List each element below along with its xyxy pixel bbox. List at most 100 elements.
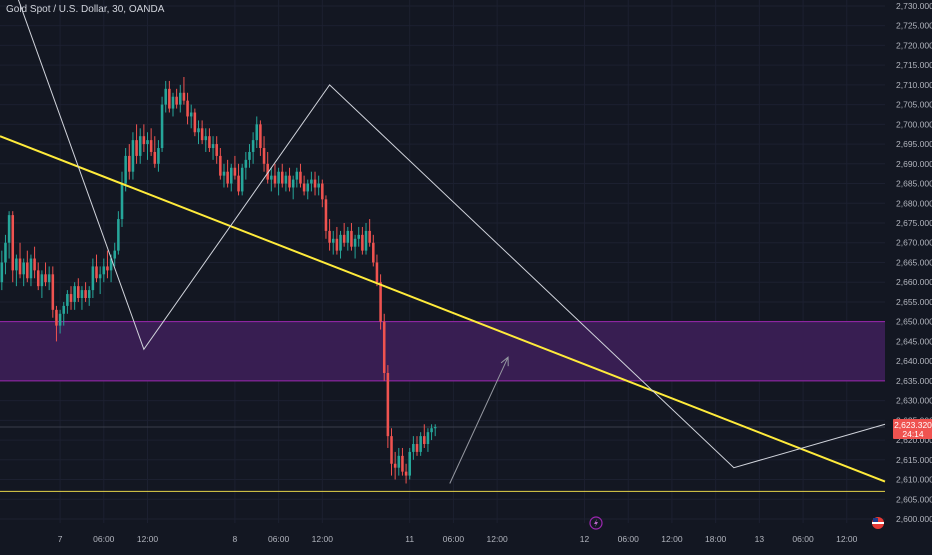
- candle-body: [335, 238, 339, 251]
- candle: [397, 447, 401, 476]
- candle-body: [189, 112, 193, 117]
- candle-body: [33, 258, 36, 271]
- candle: [142, 124, 146, 152]
- x-tick-label: 7: [58, 534, 63, 544]
- candle-body: [342, 234, 346, 243]
- candle: [193, 108, 197, 137]
- candle: [335, 226, 339, 255]
- candle: [248, 144, 251, 168]
- candle: [273, 163, 277, 188]
- candle: [175, 88, 178, 109]
- candle: [251, 132, 255, 164]
- x-tick-label: 12: [580, 534, 590, 544]
- candle: [135, 124, 138, 164]
- candle: [408, 447, 411, 480]
- candle: [219, 148, 222, 180]
- candle-body: [328, 230, 331, 243]
- candle: [342, 223, 346, 247]
- lightning-bolt: [594, 519, 598, 527]
- candle: [98, 266, 102, 295]
- candle-body: [120, 183, 124, 220]
- zone-rect: [0, 321, 885, 381]
- candle-body: [62, 305, 66, 314]
- candle: [423, 424, 426, 448]
- candle: [113, 242, 116, 267]
- candle-body: [219, 155, 222, 176]
- x-tick-label: 12:00: [312, 534, 334, 544]
- candle: [164, 80, 167, 113]
- x-tick-label: 12:00: [137, 534, 159, 544]
- y-tick-label: 2,680.000: [896, 198, 932, 208]
- candle: [73, 282, 76, 310]
- candle: [77, 278, 80, 302]
- candle-body: [313, 179, 317, 188]
- candle-body: [317, 183, 320, 188]
- candle: [386, 365, 390, 448]
- candle-body: [40, 274, 44, 287]
- x-tick-label: 06:00: [443, 534, 465, 544]
- y-tick-label: 2,650.000: [896, 317, 932, 327]
- candle-body: [302, 183, 306, 192]
- candle: [200, 120, 204, 145]
- projection-path: [17, 0, 886, 469]
- candle-body: [324, 199, 328, 231]
- candle: [288, 167, 291, 192]
- y-tick-label: 2,675.000: [896, 218, 932, 228]
- candle: [266, 151, 269, 184]
- y-tick-label: 2,605.000: [896, 494, 932, 504]
- candle: [4, 234, 7, 275]
- bottom-icons[interactable]: [589, 516, 884, 530]
- candle: [211, 136, 215, 160]
- candle: [62, 301, 66, 326]
- candle: [270, 167, 273, 192]
- lightning-icon[interactable]: [589, 516, 603, 530]
- x-tick-label: 11: [405, 534, 414, 544]
- candle-body: [270, 175, 273, 180]
- x-tick-label: 06:00: [618, 534, 640, 544]
- candle-body: [7, 215, 11, 243]
- candle-body: [208, 136, 211, 149]
- candle: [262, 136, 266, 172]
- candle: [138, 128, 142, 164]
- horizontal-lines: [0, 426, 885, 492]
- candle-body: [153, 151, 157, 164]
- candle-body: [131, 140, 135, 172]
- candle-body: [200, 128, 204, 141]
- candle-body: [98, 274, 102, 279]
- candle: [22, 258, 25, 287]
- candle-body: [186, 100, 189, 117]
- candle: [40, 270, 44, 298]
- y-tick-label: 2,695.000: [896, 139, 932, 149]
- candle-body: [284, 175, 288, 184]
- candle: [357, 226, 361, 247]
- candle: [0, 250, 4, 291]
- candle-body: [364, 230, 368, 251]
- candle: [361, 226, 364, 255]
- candle: [259, 120, 262, 156]
- candle-body: [15, 258, 18, 271]
- candle: [186, 92, 189, 125]
- y-tick-label: 2,665.000: [896, 257, 932, 267]
- candle-body: [346, 230, 350, 243]
- candle: [313, 171, 317, 196]
- candle: [215, 136, 218, 164]
- candle: [353, 234, 357, 259]
- price-axis-background: [886, 0, 932, 550]
- price-axis[interactable]: 2,730.000 2,725.000 2,720.000 2,715.000 2,71…: [886, 0, 932, 550]
- y-tick-label: 2,670.000: [896, 238, 932, 248]
- y-tick-label: 2,730.000: [896, 1, 932, 11]
- time-axis[interactable]: 7 06:00 12:00 8 06:00 12:00 11 06:00 12:00 12 06:0…: [58, 534, 858, 544]
- candle-body: [44, 274, 47, 283]
- candle-body: [251, 140, 255, 152]
- candle-body: [259, 124, 262, 149]
- candle-body: [164, 88, 167, 105]
- candle-body: [262, 148, 266, 164]
- price-label-value: 2,623.320: [894, 420, 932, 430]
- candle: [233, 155, 237, 180]
- y-tick-label: 2,705.000: [896, 100, 932, 110]
- x-tick-label: 12:00: [661, 534, 683, 544]
- candle-body: [84, 290, 87, 298]
- candle: [15, 254, 18, 287]
